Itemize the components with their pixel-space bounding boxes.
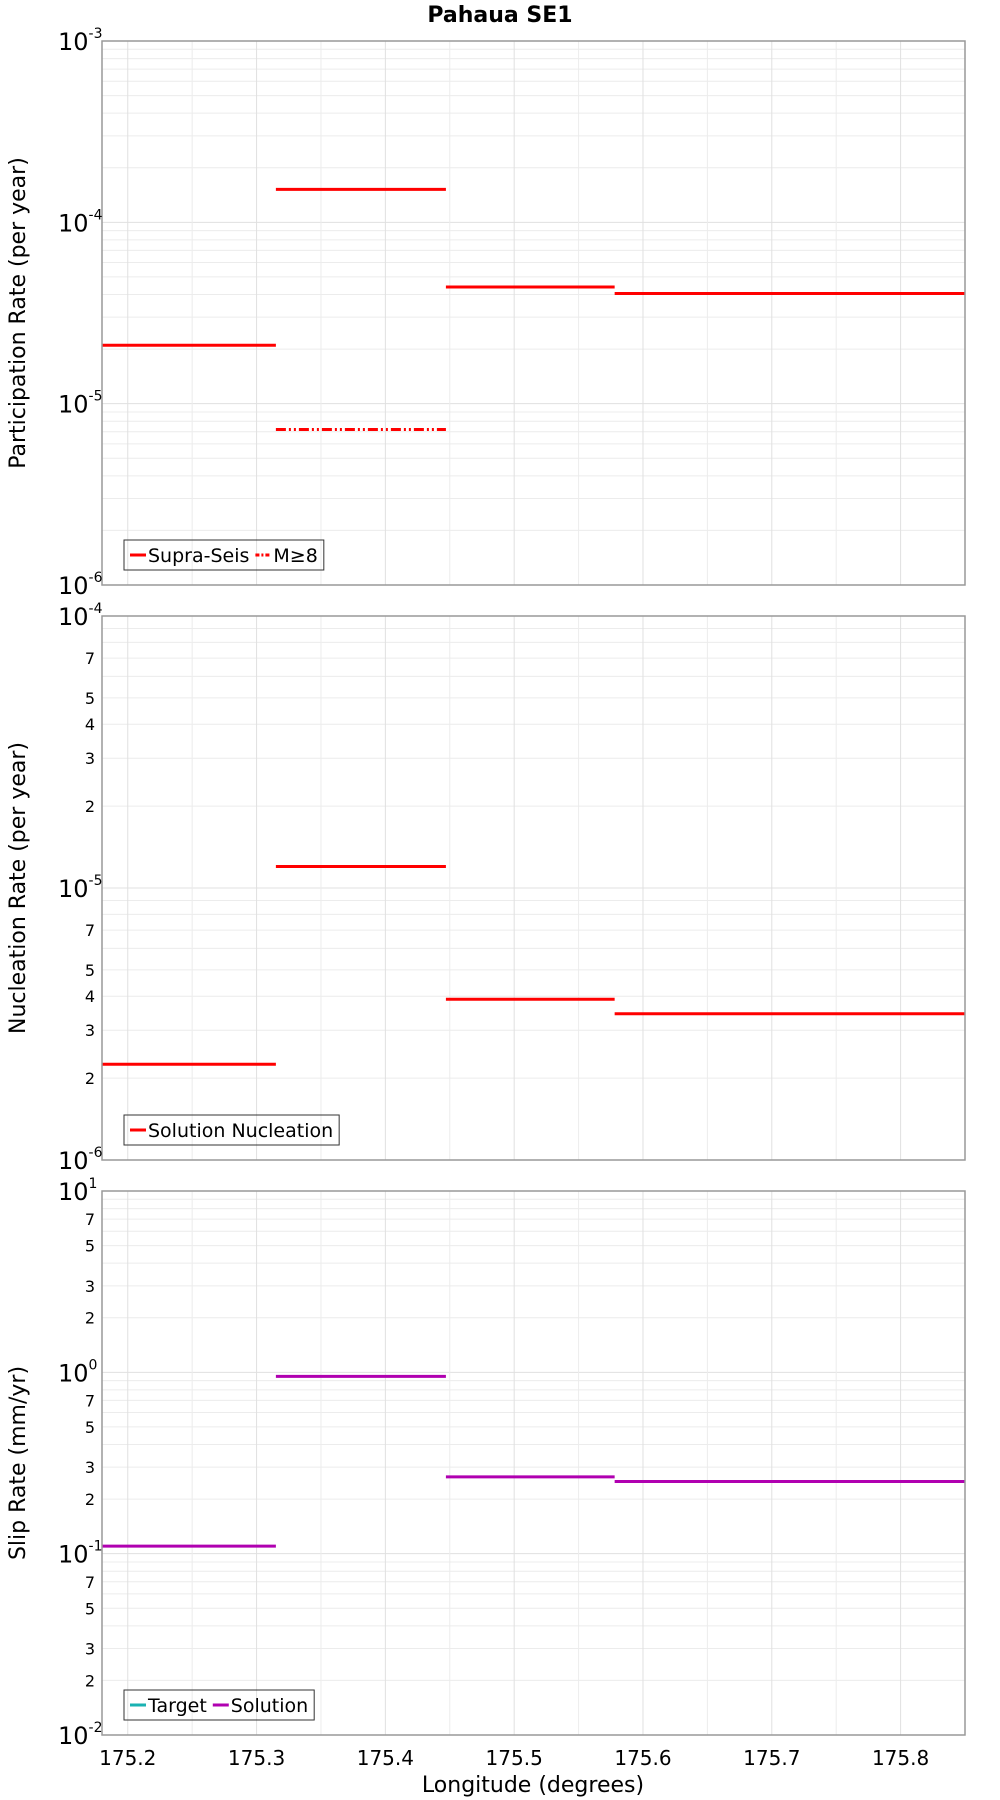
y-tick-base: 10: [58, 1359, 89, 1387]
legend-frame: [123, 1114, 340, 1146]
y-tick-exponent: -5: [89, 389, 103, 405]
y-tick-label-major: 10-6: [58, 570, 103, 600]
y-tick-label-minor: 2: [85, 797, 95, 816]
y-tick-base: 10: [58, 603, 89, 631]
legend-participation: Supra-Seis M≥8: [123, 539, 325, 571]
y-tick-label-minor: 5: [85, 1237, 95, 1256]
y-tick-label-minor: 3: [85, 1021, 95, 1040]
y-tick-base: 10: [58, 572, 89, 600]
y-tick-label-major: 10-6: [58, 1145, 103, 1175]
y-tick-label-minor: 7: [85, 1573, 95, 1592]
y-tick-label-minor: 2: [85, 1671, 95, 1690]
legend-label-target: Target: [147, 1695, 207, 1717]
y-tick-label-minor: 7: [85, 1391, 95, 1410]
y-tick-label-minor: 5: [85, 1599, 95, 1618]
y-tick-label-minor: 3: [85, 1458, 95, 1477]
y-tick-label-minor: 2: [85, 1490, 95, 1509]
y-tick-exponent: -1: [89, 1539, 103, 1555]
y-tick-label-major: 10-5: [58, 873, 103, 903]
y-tick-label-minor: 5: [85, 961, 95, 980]
y-tick-base: 10: [58, 1178, 89, 1206]
x-tick-label: 175.7: [743, 1746, 800, 1770]
y-tick-base: 10: [58, 391, 89, 419]
chart-title: Pahaua SE1: [427, 3, 572, 28]
y-tick-base: 10: [58, 875, 89, 903]
plot-frame: [101, 40, 966, 586]
y-tick-base: 10: [58, 1147, 89, 1175]
y-tick-base: 10: [58, 209, 89, 237]
legend-frame: [123, 539, 325, 571]
y-tick-label-minor: 7: [85, 1210, 95, 1229]
x-tick-label: 175.3: [228, 1746, 285, 1770]
y-tick-label-major: 100: [58, 1357, 97, 1387]
plot-frame: [101, 1190, 966, 1736]
y-tick-exponent: -6: [89, 1145, 103, 1161]
y-tick-exponent: 1: [89, 1176, 98, 1192]
y-tick-exponent: -6: [89, 570, 103, 586]
y-tick-label-minor: 3: [85, 749, 95, 768]
y-tick-exponent: -4: [89, 207, 103, 223]
y-axis-label-nucleation: Nucleation Rate (per year): [6, 742, 31, 1034]
y-tick-exponent: -4: [89, 601, 103, 617]
y-tick-label-minor: 3: [85, 1277, 95, 1296]
x-tick-label: 175.8: [872, 1746, 929, 1770]
x-tick-label: 175.5: [486, 1746, 543, 1770]
y-tick-label-major: 10-4: [58, 601, 103, 631]
y-tick-label-minor: 2: [85, 1069, 95, 1088]
y-tick-exponent: 0: [89, 1357, 98, 1373]
y-tick-label-minor: 5: [85, 689, 95, 708]
y-tick-base: 10: [58, 1541, 89, 1569]
y-tick-label-major: 10-3: [58, 26, 103, 56]
y-tick-label-minor: 2: [85, 1309, 95, 1328]
x-axis-label: Longitude (degrees): [422, 1773, 644, 1798]
y-tick-base: 10: [58, 1722, 89, 1750]
y-tick-label-minor: 3: [85, 1639, 95, 1658]
legend-slip: Target Solution: [123, 1689, 315, 1721]
y-tick-exponent: -2: [89, 1720, 103, 1736]
y-tick-label-minor: 5: [85, 1418, 95, 1437]
y-tick-label-major: 101: [58, 1176, 97, 1206]
legend-label-solution-nucleation: Solution Nucleation: [148, 1120, 333, 1142]
y-tick-label-major: 10-2: [58, 1720, 103, 1750]
legend-frame: [123, 1689, 315, 1721]
y-tick-label-minor: 4: [85, 715, 95, 734]
legend-nucleation: Solution Nucleation: [123, 1114, 340, 1146]
plot-area: [102, 41, 965, 585]
y-tick-exponent: -3: [89, 26, 103, 42]
x-tick-label: 175.6: [614, 1746, 671, 1770]
plot-frame: [101, 615, 966, 1161]
y-tick-exponent: -5: [89, 873, 103, 889]
y-axis-label-slip: Slip Rate (mm/yr): [6, 1366, 31, 1560]
y-axis-label-participation: Participation Rate (per year): [6, 157, 31, 469]
plot-area: [102, 1191, 965, 1735]
y-tick-label-minor: 4: [85, 987, 95, 1006]
y-tick-label-major: 10-5: [58, 389, 103, 419]
y-tick-base: 10: [58, 28, 89, 56]
legend-label-supra-seis: Supra-Seis: [148, 545, 249, 567]
x-tick-label: 175.2: [99, 1746, 156, 1770]
legend-label-m-8: M≥8: [273, 545, 317, 567]
y-tick-label-major: 10-4: [58, 207, 103, 237]
legend-label-solution: Solution: [231, 1695, 308, 1717]
x-tick-label: 175.4: [357, 1746, 414, 1770]
y-tick-label-minor: 7: [85, 649, 95, 668]
y-tick-label-major: 10-1: [58, 1539, 103, 1569]
y-tick-label-minor: 7: [85, 921, 95, 940]
